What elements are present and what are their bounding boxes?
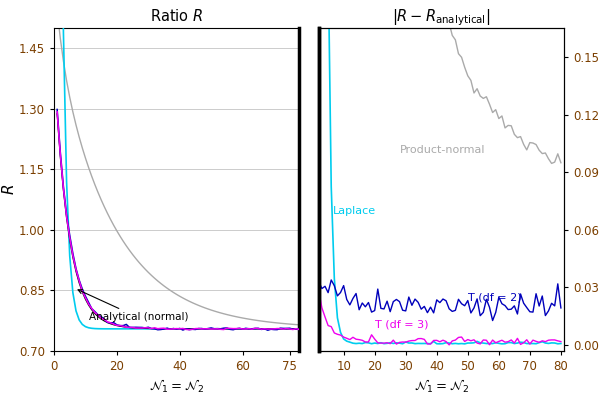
Text: T (df = 2): T (df = 2) — [468, 293, 521, 303]
X-axis label: $\mathcal{N}_1 = \mathcal{N}_2$: $\mathcal{N}_1 = \mathcal{N}_2$ — [149, 378, 204, 395]
Text: T (df = 3): T (df = 3) — [374, 320, 428, 330]
Text: Laplace: Laplace — [333, 206, 376, 216]
Text: Product-normal: Product-normal — [400, 145, 485, 155]
X-axis label: $\mathcal{N}_1 = \mathcal{N}_2$: $\mathcal{N}_1 = \mathcal{N}_2$ — [414, 378, 469, 395]
Title: Ratio $\mathit{R}$: Ratio $\mathit{R}$ — [150, 8, 203, 24]
Title: $|R - R_{\mathrm{analytical}}|$: $|R - R_{\mathrm{analytical}}|$ — [392, 7, 491, 28]
Y-axis label: $\mathit{R}$: $\mathit{R}$ — [1, 184, 17, 195]
Text: Analytical (normal): Analytical (normal) — [78, 290, 188, 322]
